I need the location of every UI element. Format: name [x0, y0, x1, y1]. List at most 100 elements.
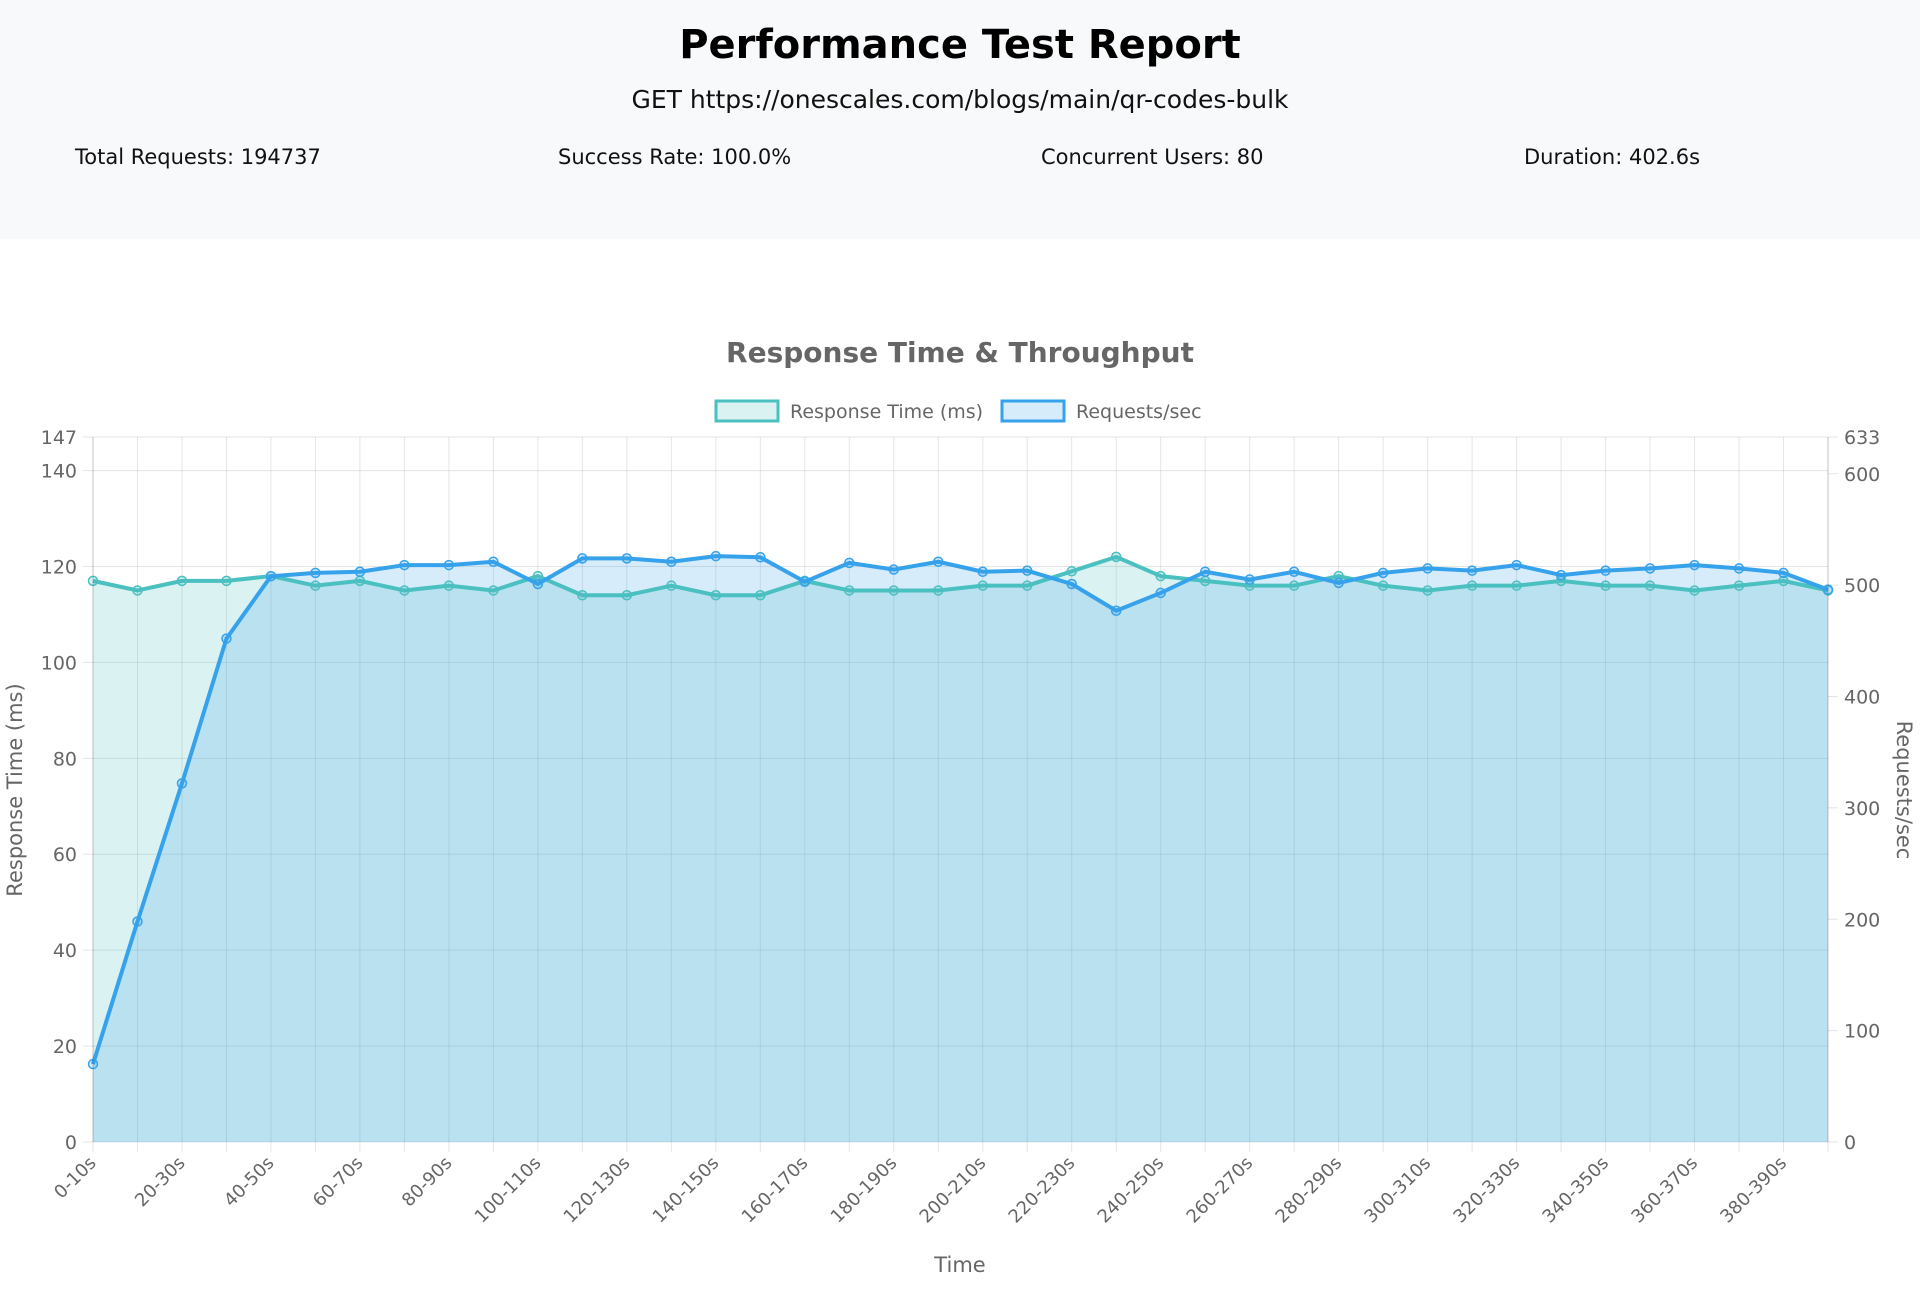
data-point: [265, 570, 277, 582]
data-point: [488, 556, 499, 567]
data-point: [1021, 580, 1033, 591]
y2-tick-label: 633: [1844, 427, 1880, 449]
y-tick-label: 40: [53, 940, 77, 962]
data-point: [1066, 566, 1077, 577]
data-point: [888, 564, 900, 575]
data-point: [577, 590, 588, 601]
data-point: [1466, 565, 1478, 576]
data-point: [1110, 605, 1122, 616]
x-tick-label: 360-370s: [1627, 1153, 1702, 1228]
x-tick-label: 280-290s: [1272, 1153, 1347, 1228]
data-point: [1555, 569, 1567, 581]
data-point: [977, 566, 988, 578]
y-tick-label: 100: [41, 652, 77, 674]
data-point: [799, 576, 811, 588]
legend-swatch: [714, 399, 780, 423]
data-point: [532, 570, 544, 582]
y2-tick-label: 400: [1844, 687, 1880, 709]
y2-tick-label: 500: [1844, 575, 1880, 597]
data-point: [443, 580, 455, 591]
x-tick-label: 60-70s: [309, 1153, 367, 1211]
legend-swatch: [1000, 399, 1066, 423]
data-point: [1778, 575, 1789, 587]
data-point: [933, 585, 944, 596]
data-point: [1199, 566, 1211, 578]
data-point: [221, 633, 232, 644]
data-point: [1377, 567, 1389, 579]
x-tick-label: 80-90s: [398, 1153, 456, 1211]
data-point: [1288, 580, 1300, 591]
data-point: [1689, 559, 1700, 571]
data-point: [844, 557, 855, 569]
series-line: [91, 554, 1829, 1065]
data-point: [1244, 574, 1255, 585]
data-point: [1066, 578, 1077, 590]
data-point: [1689, 585, 1700, 596]
data-point: [1600, 565, 1611, 576]
data-point: [577, 553, 588, 564]
data-point: [1733, 563, 1745, 574]
series-area: [93, 556, 1828, 1142]
data-point: [221, 575, 232, 587]
data-point: [1511, 580, 1522, 591]
y2-tick-label: 0: [1844, 1132, 1856, 1154]
endpoint-url: GET https://onescales.com/blogs/main/qr-…: [631, 85, 1289, 114]
data-point: [933, 556, 944, 567]
data-point: [1778, 567, 1789, 579]
data-point: [1377, 580, 1389, 591]
data-point: [1199, 575, 1211, 587]
y-tick-label: 0: [65, 1132, 77, 1154]
data-point: [1822, 584, 1834, 595]
y2-tick-label: 200: [1844, 909, 1880, 931]
x-axis-title: Time: [933, 1253, 985, 1277]
data-point: [666, 580, 677, 591]
chart-title: Response Time & Throughput: [726, 336, 1194, 369]
data-point: [888, 585, 900, 596]
series-line: [92, 554, 1829, 598]
data-point: [1600, 580, 1611, 591]
data-point: [1021, 565, 1033, 576]
legend-label: Response Time (ms): [790, 401, 983, 423]
series-area: [93, 556, 1828, 1142]
stat-concurrent-users: Concurrent Users: 80: [1041, 145, 1264, 169]
y-tick-label: 80: [53, 748, 77, 770]
data-point: [621, 553, 633, 564]
stat-total-requests: Total Requests: 194737: [75, 145, 321, 169]
x-tick-label: 260-270s: [1183, 1153, 1258, 1228]
data-point: [1155, 570, 1166, 582]
data-point: [399, 559, 410, 571]
data-point: [176, 575, 188, 587]
data-point: [710, 550, 722, 562]
y-tick-label: 147: [41, 427, 77, 449]
y2-axis-title: Requests/sec: [1892, 721, 1916, 860]
data-point: [1422, 585, 1433, 596]
x-tick-label: 180-190s: [827, 1153, 902, 1228]
x-tick-label: 320-330s: [1449, 1153, 1524, 1228]
data-point: [1466, 580, 1478, 591]
data-point: [1511, 559, 1522, 571]
x-tick-label: 140-150s: [649, 1153, 724, 1228]
stat-success-rate: Success Rate: 100.0%: [558, 145, 792, 169]
data-point: [666, 556, 677, 567]
data-point: [399, 585, 410, 596]
data-point: [710, 590, 722, 601]
data-point: [1422, 563, 1433, 574]
data-point: [310, 567, 321, 579]
x-tick-label: 300-310s: [1360, 1153, 1435, 1228]
report-header: Performance Test Report GET https://ones…: [0, 0, 1920, 239]
data-point: [1733, 580, 1745, 591]
data-point: [621, 590, 633, 601]
data-point: [755, 590, 766, 601]
data-point: [354, 575, 366, 587]
x-tick-label: 240-250s: [1094, 1153, 1169, 1228]
data-point: [87, 575, 99, 587]
y-tick-label: 60: [53, 844, 77, 866]
data-point: [755, 552, 766, 563]
x-tick-label: 200-210s: [916, 1153, 991, 1228]
x-tick-label: 160-170s: [738, 1153, 813, 1228]
y2-tick-label: 100: [1844, 1021, 1880, 1043]
x-tick-label: 40-50s: [220, 1153, 278, 1211]
data-point: [132, 585, 143, 596]
x-tick-label: 20-30s: [131, 1153, 189, 1211]
data-point: [977, 580, 988, 591]
